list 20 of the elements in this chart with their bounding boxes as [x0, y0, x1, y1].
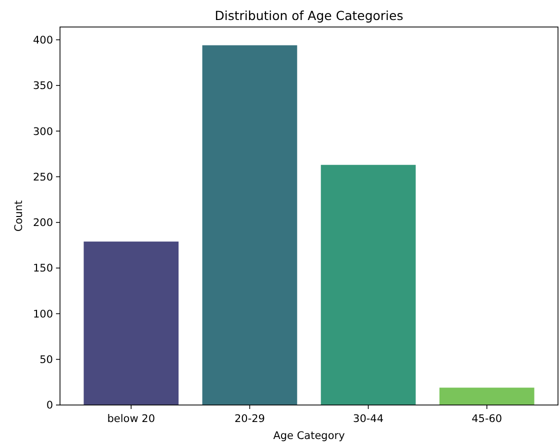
y-tick-label: 100: [32, 308, 53, 320]
y-tick-label: 300: [32, 126, 53, 138]
bar: [84, 242, 179, 405]
y-axis-title: Count: [13, 200, 25, 232]
y-tick-label: 250: [32, 171, 53, 184]
x-tick-label: 45-60: [472, 413, 502, 425]
y-tick-label: 50: [40, 354, 53, 366]
y-tick-label: 400: [32, 34, 53, 46]
x-tick-label: 20-29: [234, 413, 265, 425]
bar: [202, 45, 298, 405]
bar: [320, 164, 416, 405]
y-tick-label: 350: [32, 80, 53, 92]
bar: [439, 388, 534, 405]
x-tick-label: 30-44: [353, 413, 384, 425]
y-tick-label: 0: [46, 400, 53, 412]
chart-title: Distribution of Age Categories: [214, 8, 404, 23]
x-tick-label: below 20: [107, 413, 156, 425]
y-tick-label: 150: [32, 262, 53, 275]
y-tick-label: 200: [32, 217, 53, 230]
x-axis-title: Age Category: [273, 430, 345, 442]
